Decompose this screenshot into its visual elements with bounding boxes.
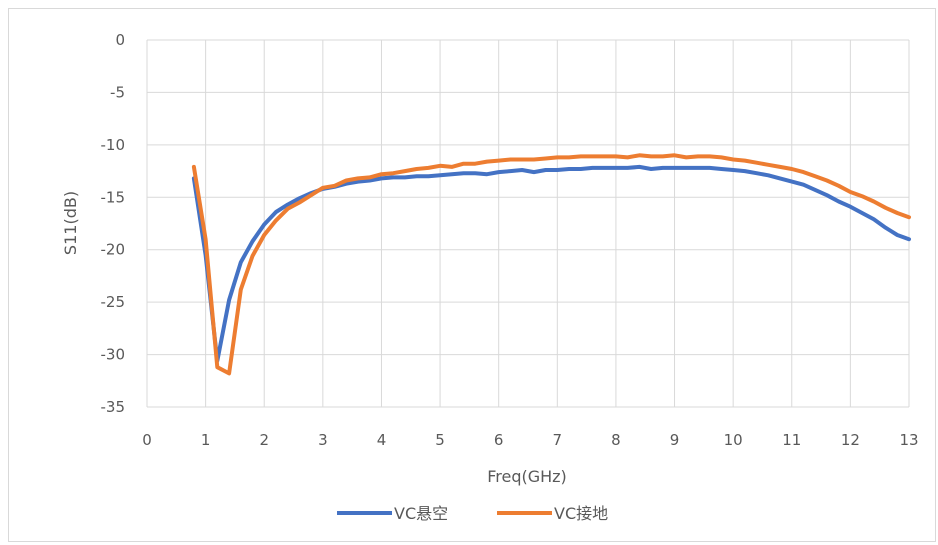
- x-tick-label: 12: [841, 431, 860, 449]
- chart-frame: [8, 8, 936, 542]
- y-tick-label: -25: [101, 293, 126, 311]
- y-tick-label: -30: [101, 346, 126, 364]
- legend-label-vc-floating: VC悬空: [394, 504, 448, 523]
- series-line-1: [191, 153, 911, 376]
- x-tick-label: 4: [377, 431, 387, 449]
- y-tick-labels: 0 -5 -10 -15 -20 -25 -30 -35: [101, 31, 126, 416]
- x-axis-label: Freq(GHz): [487, 467, 567, 486]
- x-tick-label: 0: [142, 431, 152, 449]
- x-tick-label: 5: [435, 431, 445, 449]
- legend-label-vc-grounded: VC接地: [554, 504, 608, 523]
- legend: VC悬空 VC接地: [337, 504, 608, 523]
- x-tick-label: 11: [782, 431, 801, 449]
- x-tick-label: 7: [553, 431, 563, 449]
- x-tick-label: 3: [318, 431, 328, 449]
- series-lines: [191, 153, 911, 376]
- x-tick-labels: 0 1 2 3 4 5 6 7 8 9 10 11 12 13: [142, 431, 918, 449]
- y-tick-label: -15: [101, 188, 126, 206]
- x-tick-label: 13: [899, 431, 918, 449]
- y-axis-label: S11(dB): [61, 191, 80, 255]
- y-tick-label: -5: [110, 83, 125, 101]
- y-tick-label: 0: [115, 31, 125, 49]
- y-tick-label: -20: [101, 241, 126, 259]
- x-tick-label: 2: [259, 431, 269, 449]
- y-tick-label: -35: [101, 398, 126, 416]
- x-tick-label: 6: [494, 431, 504, 449]
- x-tick-label: 10: [724, 431, 743, 449]
- x-tick-label: 1: [201, 431, 211, 449]
- x-tick-label: 9: [670, 431, 680, 449]
- series-line-0: [191, 164, 911, 363]
- x-tick-label: 8: [611, 431, 621, 449]
- gridlines: [146, 39, 910, 408]
- y-tick-label: -10: [101, 136, 126, 154]
